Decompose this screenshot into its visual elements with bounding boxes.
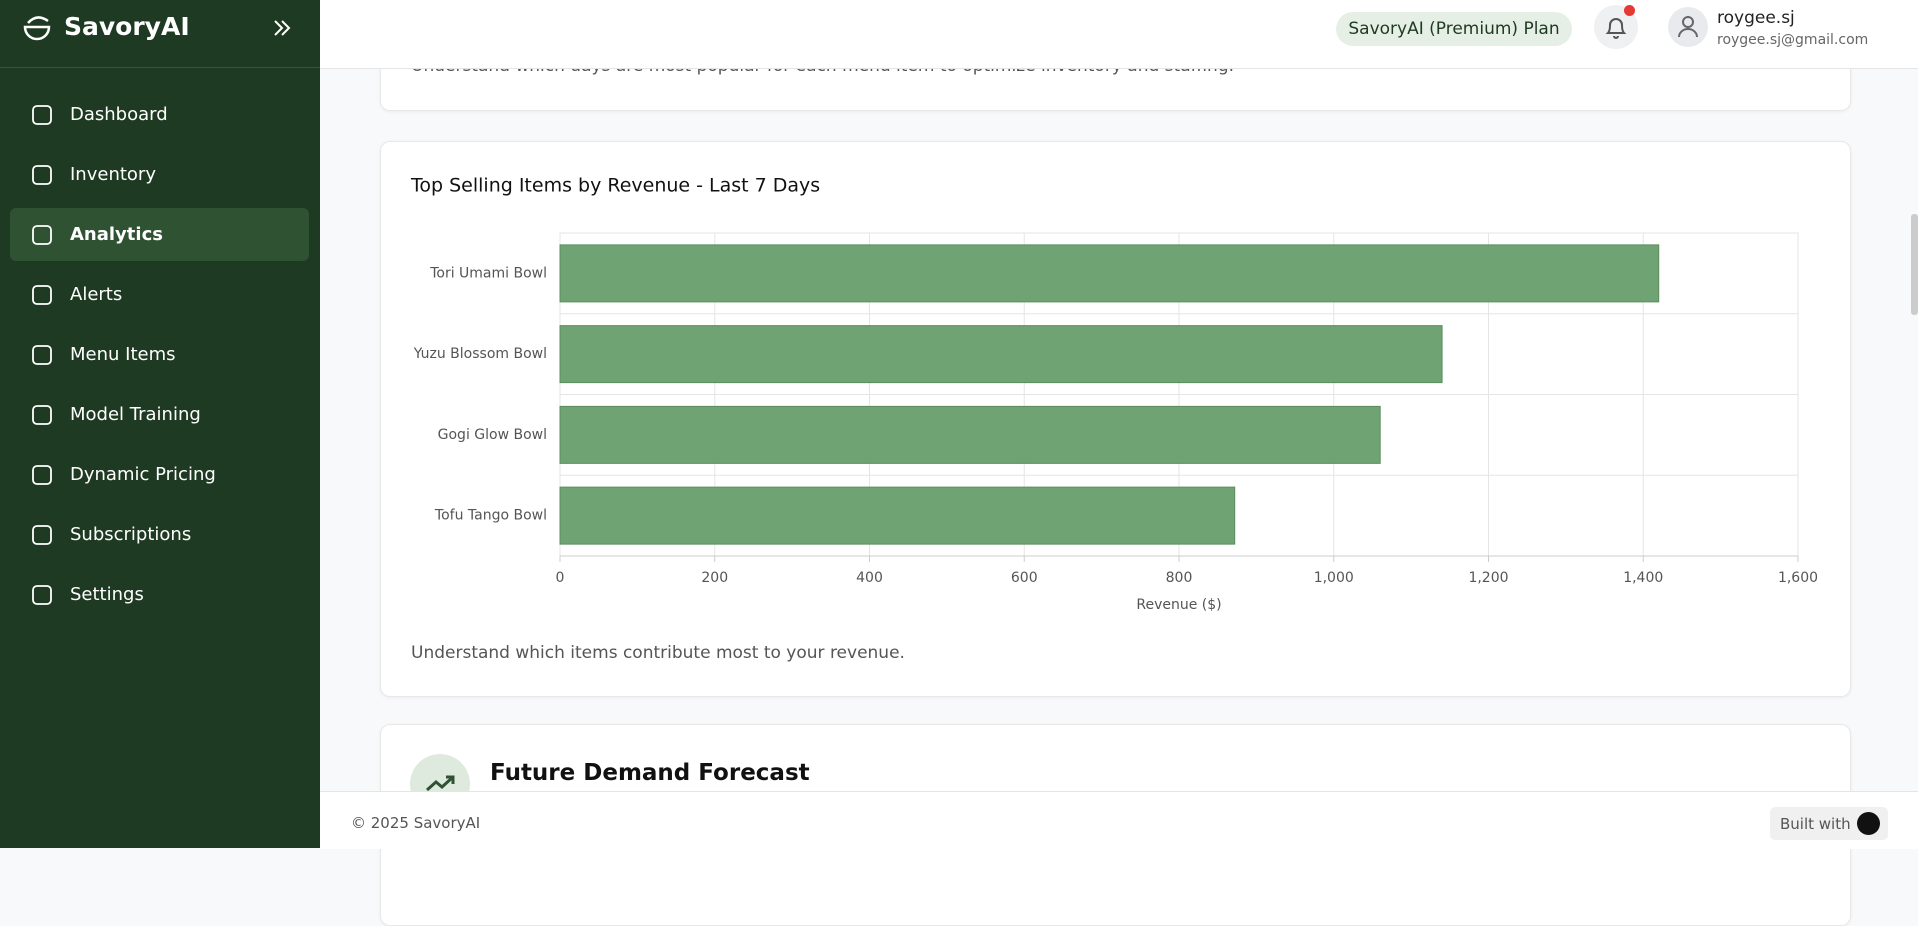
nav-item[interactable]: Settings [10,568,309,621]
x-tick-label: 600 [1011,570,1038,586]
nav-item[interactable]: Dynamic Pricing [10,448,309,501]
scrollbar[interactable] [1911,214,1918,315]
chart: Top Selling Items by Revenue - Last 7 Da… [410,175,1818,664]
x-tick-label: 400 [856,570,883,586]
y-tick-label: Gogi Glow Bowl [438,427,547,443]
plan-badge[interactable]: SavoryAI (Premium) Plan [1336,12,1572,46]
logo-icon [23,16,51,41]
x-axis-label: Revenue ($) [1136,597,1221,613]
chart-title: Top Selling Items by Revenue - Last 7 Da… [410,175,820,197]
chart-card: Top Selling Items by Revenue - Last 7 Da… [380,141,1851,697]
nav-label: Alerts [70,284,123,305]
nav-icon [32,585,52,605]
bar [559,244,1660,303]
x-tick-label: 1,600 [1778,570,1818,586]
x-tick-label: 1,400 [1623,570,1663,586]
nav-icon [32,285,52,305]
sidebar: SavoryAI Dashboard Inventory Analytics Aler… [0,0,320,848]
copyright: © 2025 SavoryAI [351,814,481,832]
nav-label: Dashboard [70,104,168,125]
nav-item[interactable]: Inventory [10,148,309,201]
built-with[interactable]: Built with [1770,807,1888,840]
nav-label: Analytics [70,224,163,245]
nav-item[interactable]: Subscriptions [10,508,309,561]
x-tick-label: 1,000 [1314,570,1354,586]
nav-label: Settings [70,584,144,605]
nav-label: Model Training [70,404,201,425]
x-tick-label: 800 [1166,570,1193,586]
collapse-button[interactable] [270,16,294,40]
y-tick-label: Tori Umami Bowl [429,265,547,281]
chart-caption: Understand which items contribute most t… [411,643,905,663]
footer: © 2025 SavoryAI Built with [320,791,1918,849]
nav-label: Dynamic Pricing [70,464,216,485]
x-tick-label: 1,200 [1468,570,1508,586]
nav-icon [32,345,52,365]
nav-label: Menu Items [70,344,176,365]
nav-item[interactable]: Alerts [10,268,309,321]
nav-icon [32,105,52,125]
nav-item[interactable]: Menu Items [10,328,309,381]
user-email: roygee.sj@gmail.com [1717,32,1869,48]
nav-icon [32,165,52,185]
nav-item[interactable]: Analytics [10,208,309,261]
nav-icon [32,525,52,545]
nav-item[interactable]: Dashboard [10,88,309,141]
x-tick-label: 0 [556,570,565,586]
bar [559,325,1443,384]
nav-icon [32,405,52,425]
avatar[interactable] [1668,7,1708,47]
card-title: Future Demand Forecast [490,760,810,786]
nav-label: Subscriptions [70,524,192,545]
nav-label: Inventory [70,164,156,185]
x-tick-label: 200 [701,570,728,586]
y-tick-label: Tofu Tango Bowl [434,508,547,524]
user-name: roygee.sj [1717,8,1795,28]
bar [559,405,1381,464]
nav-item[interactable]: Model Training [10,388,309,441]
y-tick-label: Yuzu Blossom Bowl [413,346,547,362]
brand: SavoryAI [64,12,190,41]
notifications[interactable] [1594,5,1638,49]
nav-icon [32,225,52,245]
bar [559,486,1236,545]
nav-icon [32,465,52,485]
top-bar: SavoryAI (Premium) Plan roygee.sj roygee… [320,0,1918,69]
built-with-text: Built with [1780,814,1851,833]
